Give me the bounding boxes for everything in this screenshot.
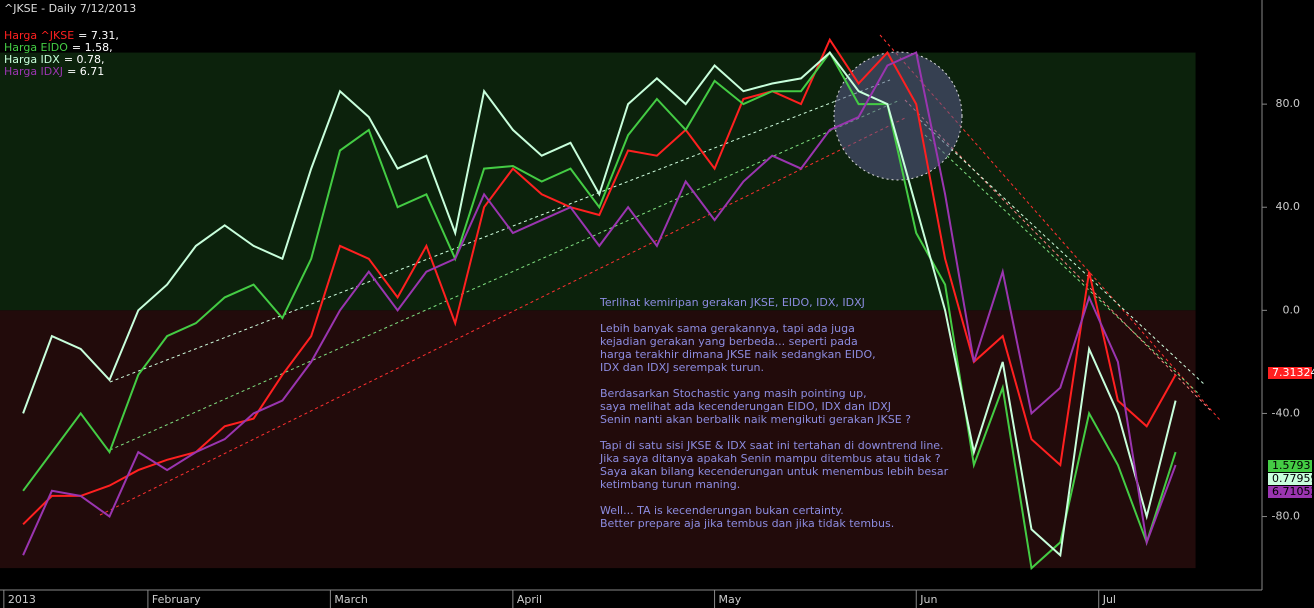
legend-entry: Harga IDX: [4, 53, 60, 66]
last-value-box: [1268, 486, 1312, 498]
highlight-circle: [833, 51, 963, 181]
series-line: [22, 51, 1177, 556]
annotation-line: Lebih banyak sama gerakannya, tapi ada j…: [600, 322, 855, 335]
x-tick-label: April: [517, 593, 542, 606]
legend-value: = 6.71: [67, 65, 104, 78]
annotation-line: saya melihat ada kecenderungan EIDO, IDX…: [600, 400, 891, 413]
annotation-line: Saya akan bilang kecenderungan untuk men…: [600, 465, 949, 478]
legend-entry: Harga EIDO: [4, 41, 68, 54]
x-tick-label: May: [719, 593, 742, 606]
y-tick-label: -40.0: [1272, 406, 1300, 419]
last-value-label: 0.77959: [1272, 472, 1314, 485]
legend-entry: Harga IDXJ: [4, 65, 63, 78]
x-tick-label: Jun: [919, 593, 937, 606]
annotation-line: Senin nanti akan berbalik naik mengikuti…: [600, 413, 911, 426]
y-tick-label: -80.0: [1272, 510, 1300, 523]
annotation-line: Tapi di satu sisi JKSE & IDX saat ini te…: [599, 439, 944, 452]
annotation-line: Better prepare aja jika tembus dan jika …: [600, 517, 894, 530]
x-tick-label: 2013: [8, 593, 36, 606]
last-value-label: 7.31324: [1272, 366, 1314, 379]
annotation-line: Well... TA is kecenderungan bukan certai…: [600, 504, 844, 517]
annotation-line: Berdasarkan Stochastic yang masih pointi…: [600, 387, 867, 400]
annotation-line: ketimbang turun maning.: [600, 478, 740, 491]
x-tick-label: February: [152, 593, 201, 606]
series-line: [22, 50, 1177, 571]
last-value-box: [1268, 460, 1312, 472]
last-value-label: 6.71052: [1272, 485, 1314, 498]
last-value-box: [1268, 473, 1312, 485]
y-tick-label: 40.0: [1276, 200, 1301, 213]
annotation-line: Terlihat kemiripan gerakan JKSE, EIDO, I…: [599, 296, 865, 309]
legend-value: = 1.58,: [72, 41, 113, 54]
y-tick-label: 0.0: [1283, 303, 1301, 316]
series-line: [22, 37, 1177, 526]
series-line: [22, 51, 1177, 558]
annotation-line: kejadian gerakan yang berbeda... seperti…: [600, 335, 858, 348]
last-value-label: 1.5793: [1272, 459, 1311, 472]
legend-value: = 7.31,: [78, 29, 119, 42]
annotation-line: IDX dan IDXJ serempak turun.: [600, 361, 764, 374]
x-tick-label: March: [334, 593, 368, 606]
chart-title: ^JKSE - Daily 7/12/2013: [4, 2, 136, 15]
annotation-line: harga terakhir dimana JKSE naik sedangka…: [600, 348, 876, 361]
x-tick-label: Jul: [1102, 593, 1116, 606]
legend-value: = 0.78,: [64, 53, 105, 66]
zone: [0, 310, 1196, 569]
annotation-line: Jika saya ditanya apakah Senin mampu dit…: [599, 452, 941, 465]
y-tick-label: 80.0: [1276, 97, 1301, 110]
last-value-box: [1268, 367, 1312, 379]
legend-entry: Harga ^JKSE: [4, 29, 74, 42]
zone: [0, 52, 1196, 311]
